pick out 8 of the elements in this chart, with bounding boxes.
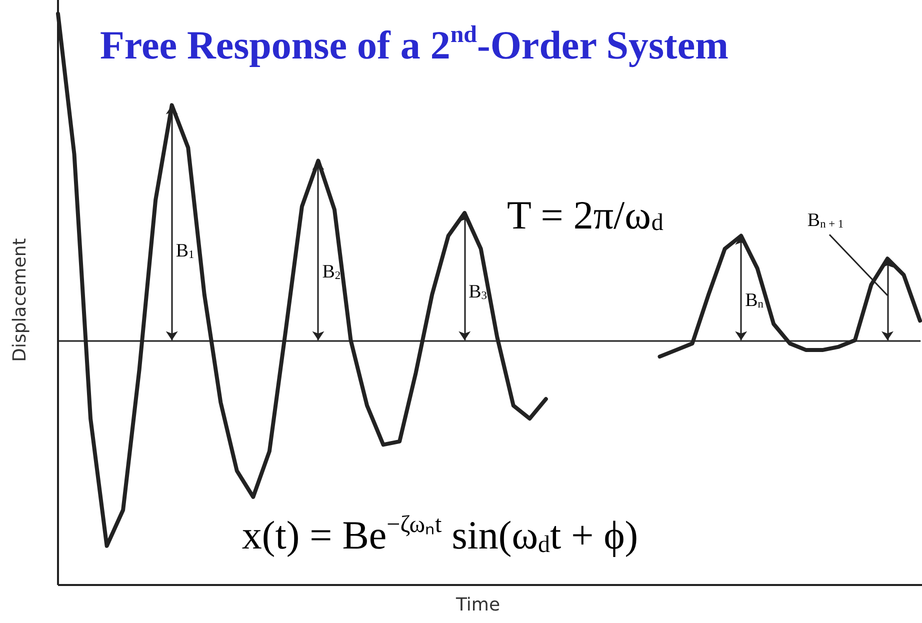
annotation: Bn + 1 bbox=[807, 210, 844, 232]
annotation: T = 2π/ωd bbox=[507, 192, 664, 238]
annotation: B2 bbox=[322, 262, 341, 283]
annotation: B3 bbox=[468, 281, 488, 302]
y-axis-title: Displacement bbox=[10, 238, 30, 362]
x-axis-title: Time bbox=[454, 594, 500, 616]
annotation: Bn bbox=[745, 290, 764, 312]
annotation: B1 bbox=[176, 240, 195, 262]
